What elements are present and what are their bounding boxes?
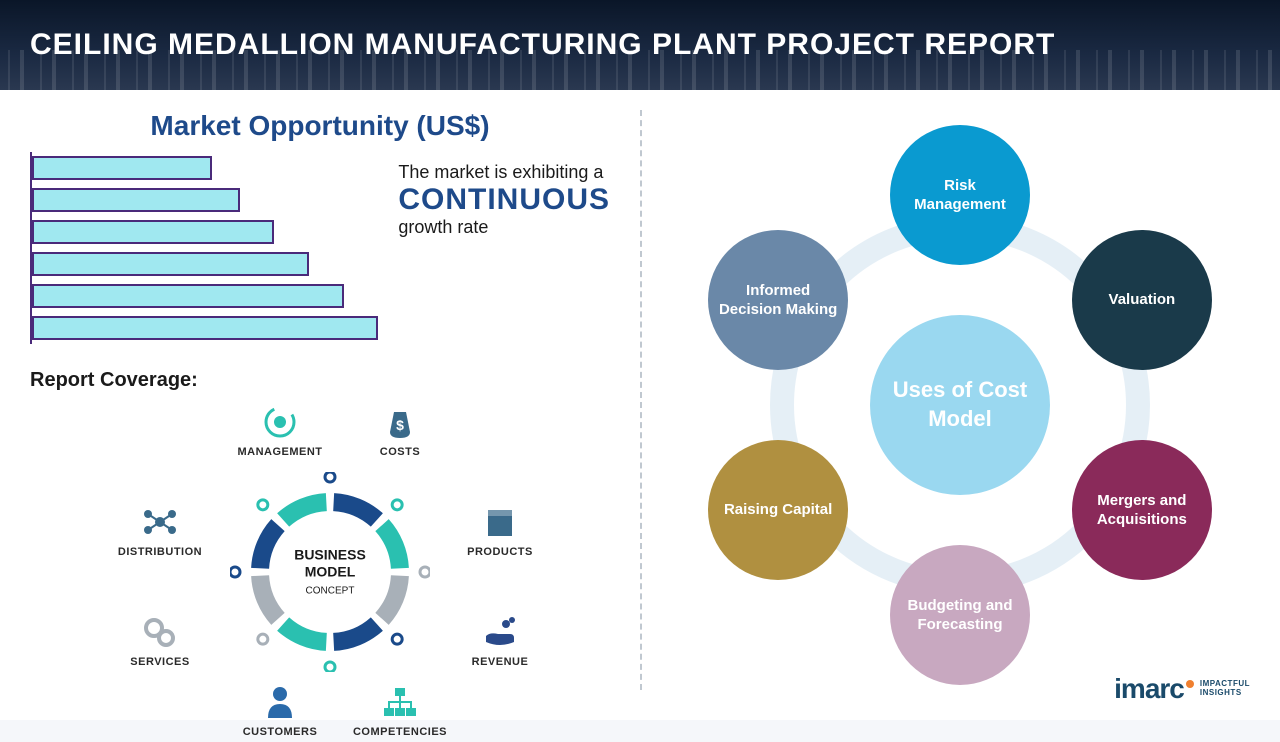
uses-node: Valuation (1072, 230, 1212, 370)
coverage-title: Report Coverage: (30, 369, 610, 392)
box-icon (480, 502, 520, 542)
chart-bar (32, 316, 378, 340)
uses-diagram: Uses of Cost Model Risk Management Valuat… (640, 90, 1280, 720)
uses-node: Mergers and Acquisitions (1072, 440, 1212, 580)
uses-node: Budgeting and Forecasting (890, 545, 1030, 685)
money-bag-icon: $ (380, 402, 420, 442)
note-pre: The market is exhibiting a (398, 162, 610, 183)
coverage-item: REVENUE (450, 612, 550, 668)
coverage-item: DISTRIBUTION (110, 502, 210, 558)
chart-bar (32, 188, 240, 212)
svg-text:$: $ (396, 417, 404, 433)
coverage-label: COSTS (350, 446, 450, 458)
left-panel: Market Opportunity (US$) The market is e… (0, 90, 640, 720)
coverage-item: CUSTOMERS (230, 682, 330, 738)
uses-node: Raising Capital (708, 440, 848, 580)
org-chart-icon (380, 682, 420, 722)
uses-node: Risk Management (890, 125, 1030, 265)
chart-bar (32, 252, 309, 276)
uses-center-node: Uses of Cost Model (870, 315, 1050, 495)
lightbulb-cycle-icon (260, 402, 300, 442)
business-model-center-label: BUSINESS MODEL CONCEPT (294, 547, 366, 598)
coverage-item: MANAGEMENT (230, 402, 330, 458)
hand-coins-icon (480, 612, 520, 652)
coverage-label: CUSTOMERS (230, 726, 330, 738)
network-icon (140, 502, 180, 542)
coverage-label: MANAGEMENT (230, 446, 330, 458)
market-bar-chart (30, 152, 378, 344)
coverage-label: DISTRIBUTION (110, 546, 210, 558)
note-post: growth rate (398, 217, 610, 238)
person-icon (260, 682, 300, 722)
coverage-label: COMPETENCIES (350, 726, 450, 738)
page-title: CEILING MEDALLION MANUFACTURING PLANT PR… (30, 28, 1055, 62)
header-bar: CEILING MEDALLION MANUFACTURING PLANT PR… (0, 0, 1280, 90)
coverage-item: SERVICES (110, 612, 210, 668)
brand-logo: imarc IMPACTFULINSIGHTS (1114, 673, 1250, 705)
market-note: The market is exhibiting a CONTINUOUS gr… (398, 152, 610, 344)
coverage-item: PRODUCTS (450, 502, 550, 558)
coverage-label: PRODUCTS (450, 546, 550, 558)
brand-name: imarc (1114, 673, 1194, 705)
coverage-label: SERVICES (110, 656, 210, 668)
note-emphasis: CONTINUOUS (398, 183, 610, 217)
right-panel: Uses of Cost Model Risk Management Valuat… (640, 90, 1280, 720)
panel-divider (640, 110, 642, 690)
business-model-diagram: BUSINESS MODEL CONCEPT MANAGEMENT $ COSTS P… (30, 402, 610, 742)
market-title: Market Opportunity (US$) (30, 110, 610, 142)
market-chart-row: The market is exhibiting a CONTINUOUS gr… (30, 152, 610, 344)
business-model-ring: BUSINESS MODEL CONCEPT (230, 472, 430, 672)
coverage-label: REVENUE (450, 656, 550, 668)
coverage-item: $ COSTS (350, 402, 450, 458)
gears-icon (140, 612, 180, 652)
chart-bar (32, 284, 344, 308)
chart-bar (32, 220, 274, 244)
chart-bar (32, 156, 212, 180)
brand-tagline: IMPACTFULINSIGHTS (1200, 680, 1250, 698)
uses-node: Informed Decision Making (708, 230, 848, 370)
coverage-item: COMPETENCIES (350, 682, 450, 738)
